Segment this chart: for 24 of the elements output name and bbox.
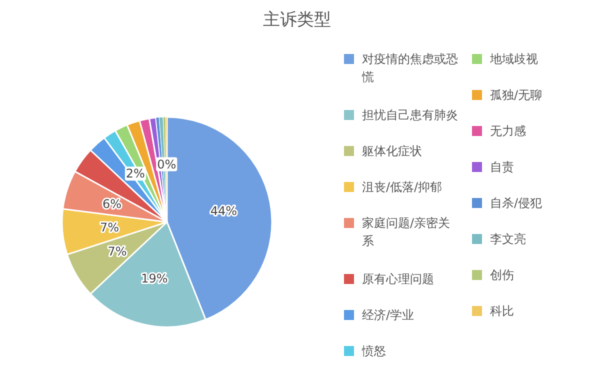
legend-label: 担忧自己患有肺炎 — [362, 107, 459, 124]
data-label: 7% — [100, 220, 120, 234]
legend-label: 家庭问题/亲密关系 — [362, 215, 452, 250]
legend-label: 自杀/侵犯 — [490, 195, 544, 212]
legend-label: 创伤 — [490, 267, 515, 284]
data-label: 44% — [210, 204, 238, 218]
legend-label: 地域歧视 — [490, 51, 539, 68]
data-label: 6% — [102, 197, 122, 212]
legend-label: 经济/学业 — [362, 307, 416, 324]
legend-label: 愤怒 — [362, 343, 387, 360]
legend-label: 对疫情的焦虑或恐慌 — [362, 51, 459, 86]
legend-label: 孤独/无聊 — [490, 87, 544, 104]
legend-label: 李文亮 — [490, 231, 527, 248]
chart-title: 主诉类型 — [262, 9, 332, 31]
legend-label: 科比 — [490, 303, 515, 320]
legend-label: 沮丧/低落/抑郁 — [362, 179, 444, 196]
data-label: 7% — [108, 244, 127, 258]
legend-label: 躯体化症状 — [362, 143, 423, 160]
data-label: 19% — [141, 271, 168, 286]
legend-label: 自责 — [490, 159, 515, 176]
legend-label: 无力感 — [490, 123, 527, 140]
data-label: 0% — [157, 157, 176, 172]
legend-label: 原有心理问题 — [362, 271, 435, 288]
data-label: 2% — [126, 166, 145, 181]
